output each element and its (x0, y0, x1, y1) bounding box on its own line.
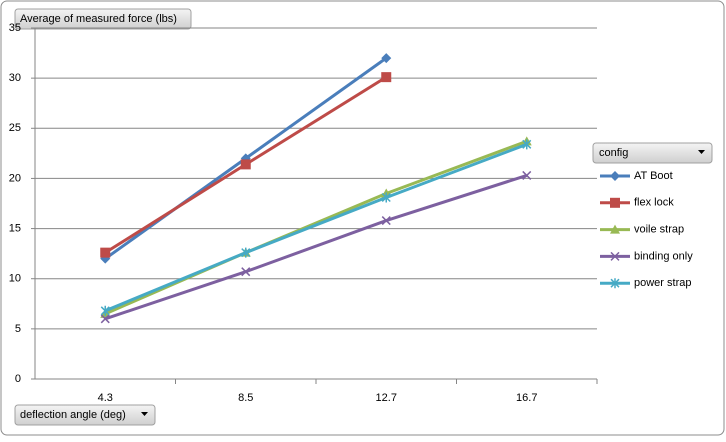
series-line (104, 142, 528, 313)
legend-field-button[interactable]: config (592, 142, 713, 164)
marker (522, 139, 532, 150)
legend-label: flex lock (634, 197, 674, 209)
marker (381, 192, 391, 203)
x-field-button[interactable]: deflection angle (deg) (14, 404, 156, 426)
marker (381, 216, 391, 226)
marker (100, 305, 110, 316)
y-tick-label: 20 (9, 172, 21, 184)
marker (100, 247, 111, 258)
y-tick-label: 10 (9, 273, 21, 285)
marker (610, 197, 620, 208)
legend-label: power strap (634, 277, 691, 289)
y-field-button[interactable]: Average of measured force (lbs) (14, 8, 192, 30)
x-tick-label: 12.7 (376, 392, 397, 404)
marker (381, 53, 392, 64)
marker (381, 72, 392, 83)
marker (240, 159, 251, 170)
x-tick-label: 4.3 (98, 392, 113, 404)
x-tick-label: 16.7 (516, 392, 537, 404)
y-tick-label: 5 (15, 323, 21, 335)
y-tick-label: 0 (15, 373, 21, 385)
marker (522, 170, 532, 180)
legend-label: binding only (634, 250, 693, 262)
marker (241, 267, 251, 277)
marker (100, 253, 111, 264)
x-tick-label: 8.5 (238, 392, 253, 404)
marker (610, 278, 620, 289)
y-tick-label: 25 (9, 122, 21, 134)
marker (610, 171, 620, 181)
y-tick-label: 15 (9, 222, 21, 234)
y-tick-label: 30 (9, 72, 21, 84)
legend-title: config (599, 147, 628, 159)
legend-label: AT Boot (634, 170, 673, 182)
marker (610, 224, 620, 234)
x-axis-label: deflection angle (deg) (20, 409, 126, 421)
y-axis-label: Average of measured force (lbs) (20, 13, 177, 25)
marker (241, 247, 251, 258)
y-tick-label: 35 (9, 22, 21, 34)
legend-label: voile strap (634, 224, 684, 236)
series-line (104, 173, 528, 321)
marker (610, 251, 620, 261)
marker (100, 314, 110, 324)
